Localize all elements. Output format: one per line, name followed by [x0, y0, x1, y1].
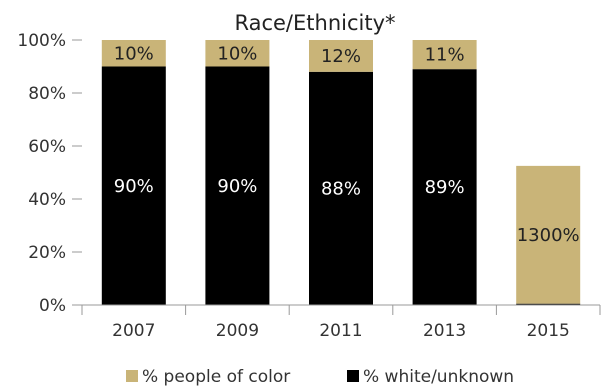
chart-title: Race/Ethnicity* [234, 11, 395, 35]
x-tick-label: 2011 [319, 321, 362, 341]
bar-segment [516, 303, 581, 305]
bar-data-label: 10% [217, 43, 257, 64]
bar-data-label: 10% [114, 43, 154, 64]
bar-segment [516, 165, 581, 304]
bar-segment [412, 40, 477, 70]
x-axis: 2007 2009 2011 2013 2015 [81, 304, 601, 341]
x-tick-label: 2009 [216, 321, 259, 341]
legend-label: % people of color [142, 367, 290, 387]
y-tick-label: 60% [28, 137, 66, 157]
bar-data-label: 12% [321, 46, 361, 67]
bar-data-label: 1300% [517, 225, 580, 246]
bar-segment [309, 40, 373, 72]
bar-segment [205, 40, 270, 67]
bars: 90% 10% 90% 10% 88% 12% 89% 11% 1300% [101, 40, 581, 306]
y-tick-label: 100% [17, 31, 66, 51]
y-tick-label: 0% [39, 296, 66, 316]
bar-data-label: 90% [114, 176, 154, 197]
bar-segment [412, 69, 477, 306]
bar-data-label: 11% [425, 45, 465, 66]
bar-segment [101, 66, 166, 305]
y-tick-label: 40% [28, 190, 66, 210]
bar-data-label: 89% [425, 177, 465, 198]
y-tick-label: 80% [28, 84, 66, 104]
legend: % people of color % white/unknown [126, 367, 514, 387]
legend-label: % white/unknown [363, 367, 514, 387]
y-axis: 0% 20% 40% 60% 80% 100% [17, 31, 82, 316]
legend-swatch [126, 370, 138, 382]
bar-data-label: 88% [321, 178, 361, 199]
x-tick-label: 2013 [423, 321, 466, 341]
bar-segment [101, 40, 166, 67]
x-tick-label: 2015 [527, 321, 570, 341]
bar-segment [205, 66, 270, 305]
bar-segment [309, 71, 373, 305]
x-tick-label: 2007 [112, 321, 155, 341]
y-tick-label: 20% [28, 243, 66, 263]
legend-swatch [347, 370, 359, 382]
bar-data-label: 90% [217, 176, 257, 197]
